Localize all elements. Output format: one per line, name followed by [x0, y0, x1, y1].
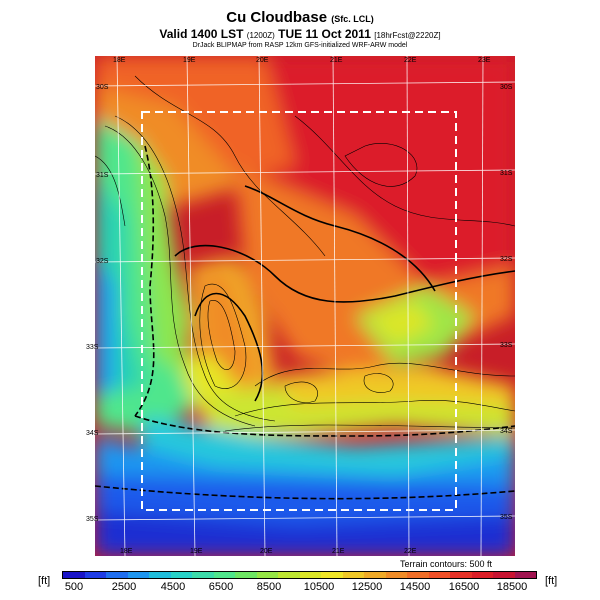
colorbar-swatch: [407, 572, 429, 578]
colorbar-swatch: [299, 572, 321, 578]
colorbar-swatch: [342, 572, 364, 578]
colorbar-swatch: [321, 572, 343, 578]
colorbar-swatch: [106, 572, 128, 578]
map-title: Cu Cloudbase (Sfc. LCL): [226, 9, 374, 26]
colorbar-swatch: [385, 572, 407, 578]
colorbar-swatch: [213, 572, 235, 578]
colorbar-swatch: [127, 572, 149, 578]
colorbar-label: 6500: [208, 581, 234, 593]
top-lon-label: 18E: [113, 57, 126, 64]
bottom-lon-label: 18E: [120, 548, 133, 555]
graticule: [95, 56, 515, 556]
colorbar-swatch: [514, 572, 536, 578]
top-lon-label: 22E: [404, 57, 417, 64]
colorbar-swatch: [493, 572, 515, 578]
colorbar-swatch: [235, 572, 257, 578]
valid-date: TUE 11 Oct 2011: [278, 27, 371, 41]
left-lat-label: 34S: [86, 430, 99, 437]
colorbar-swatch: [170, 572, 192, 578]
left-lat-label: 33S: [86, 344, 99, 351]
bottom-lon-label: 20E: [260, 548, 273, 555]
valid-time-line: Valid 1400 LST (1200Z) TUE 11 Oct 2011 […: [0, 27, 600, 41]
right-lat-label: 33S: [500, 342, 513, 349]
cloudbase-map: [95, 56, 515, 556]
colorbar-swatch: [63, 572, 85, 578]
top-lon-label: 19E: [183, 57, 196, 64]
colorbar-swatch: [192, 572, 214, 578]
colorbar-unit-right: [ft]: [545, 575, 558, 587]
left-lat-label: 32S: [96, 258, 109, 265]
left-lat-label: 35S: [86, 516, 99, 523]
colorbar-swatch: [149, 572, 171, 578]
colorbar-swatch: [256, 572, 278, 578]
valid-forecast: [18hrFcst@2220Z]: [374, 31, 441, 40]
colorbar-label: 14500: [399, 581, 431, 593]
colorbar-swatch: [278, 572, 300, 578]
colorbar-label: 12500: [351, 581, 383, 593]
top-lon-label: 23E: [478, 57, 491, 64]
colorbar-label: 2500: [111, 581, 137, 593]
colorbar-swatch: [364, 572, 386, 578]
colorbar-label: 18500: [496, 581, 528, 593]
colorbar-swatch: [428, 572, 450, 578]
map-canvas: [95, 56, 515, 556]
right-lat-label: 32S: [500, 256, 513, 263]
valid-main: Valid 1400 LST: [159, 27, 244, 41]
colorbar-label: 500: [64, 581, 84, 593]
left-lat-label: 30S: [96, 84, 109, 91]
valid-code: (1200Z): [246, 31, 275, 40]
top-lon-label: 21E: [330, 57, 343, 64]
colorbar-swatch: [84, 572, 106, 578]
colorbar-label: 8500: [256, 581, 282, 593]
terrain-contours-note: Terrain contours: 500 ft: [400, 559, 493, 569]
inner-domain-box: [141, 111, 457, 511]
right-lat-label: 31S: [500, 170, 513, 177]
top-lon-label: 20E: [256, 57, 269, 64]
source-line: DrJack BLIPMAP from RASP 12km GFS-initia…: [192, 42, 408, 49]
bottom-lon-label: 22E: [404, 548, 417, 555]
right-lat-label: 35S: [500, 514, 513, 521]
right-lat-label: 34S: [500, 428, 513, 435]
colorbar-label: 4500: [160, 581, 186, 593]
colorbar-swatch: [471, 572, 493, 578]
left-lat-label: 31S: [96, 172, 109, 179]
bottom-lon-label: 21E: [332, 548, 345, 555]
bottom-lon-label: 19E: [190, 548, 203, 555]
colorbar: [62, 571, 537, 579]
right-lat-label: 30S: [500, 84, 513, 91]
colorbar-unit-left: [ft]: [38, 575, 51, 587]
cloudbase-field: [95, 56, 515, 556]
title-subtitle: (Sfc. LCL): [331, 14, 374, 24]
colorbar-label: 10500: [303, 581, 335, 593]
colorbar-swatch: [450, 572, 472, 578]
colorbar-label: 16500: [448, 581, 480, 593]
